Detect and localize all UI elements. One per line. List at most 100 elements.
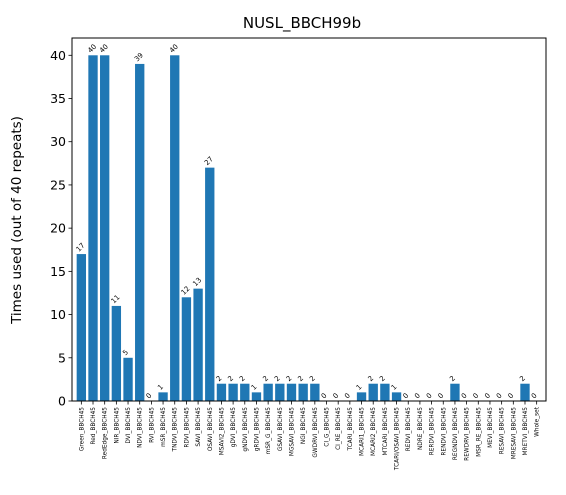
bar (158, 392, 168, 401)
data-label: 2 (285, 374, 294, 383)
x-tick-label: REDVI_BBCH45 (406, 407, 412, 452)
data-label: 2 (215, 374, 224, 383)
x-tick-label: RENDVI_BBCH45 (441, 407, 447, 456)
x-tick-label: TCARI_BBCH45 (348, 407, 354, 452)
plot-frame (71, 37, 547, 402)
data-label: 0 (343, 392, 352, 401)
x-tick-label: GSAVI_BBCH45 (278, 407, 284, 451)
bar (170, 55, 180, 401)
data-label: 0 (483, 392, 492, 401)
data-label: 2 (296, 374, 305, 383)
bar (205, 167, 215, 401)
data-label: 2 (226, 374, 235, 383)
x-tick-label: Whole_set (535, 406, 541, 437)
bar (111, 305, 122, 401)
data-label: 1 (156, 383, 165, 392)
data-label: 2 (308, 374, 317, 383)
data-label: 0 (530, 392, 539, 401)
data-label: 12 (180, 285, 192, 297)
x-tick-label: MCARI2_BBCH45 (371, 407, 377, 456)
bar (135, 63, 145, 402)
x-tick-label: NDVI_BBCH45 (138, 407, 144, 448)
data-label: 11 (110, 293, 122, 305)
data-label: 0 (413, 392, 422, 401)
y-tick-label: 30 (50, 134, 66, 149)
data-label: 1 (250, 383, 259, 392)
bar (275, 383, 285, 401)
data-label: 2 (448, 374, 457, 383)
bar (310, 383, 320, 401)
y-axis-label: Times used (out of 40 repeats) (9, 116, 25, 325)
bar (391, 392, 402, 401)
data-label: 0 (320, 392, 329, 401)
x-tick-label: MSAVI2_BBCH45 (219, 407, 225, 456)
data-label: 2 (238, 374, 247, 383)
data-label: 2 (366, 374, 375, 383)
data-label: 0 (507, 392, 516, 401)
data-label: 1 (355, 383, 364, 392)
y-tick-label: 35 (50, 91, 66, 106)
x-tick-label: gNDVI_BBCH45 (243, 407, 249, 452)
x-tick-label: SAVI_BBCH45 (196, 407, 202, 447)
bar (450, 383, 460, 401)
bar (286, 383, 297, 401)
x-tick-label: RVI_BBCH45 (149, 407, 155, 443)
y-tick-label: 5 (58, 350, 66, 365)
x-tick-label: Red_BBCH45 (91, 407, 97, 445)
x-tick-label: MEVI_BBCH45 (488, 407, 494, 448)
bar (228, 383, 238, 401)
data-label: 0 (425, 392, 434, 401)
bar (216, 383, 227, 401)
x-tick-label: GWDRVI_BBCH45 (313, 407, 319, 458)
data-label: 0 (495, 392, 504, 401)
x-tick-label: NDRE_BBCH45 (418, 407, 424, 450)
data-label: 40 (86, 43, 98, 55)
x-tick-label: gRDVI_BBCH45 (254, 407, 260, 452)
y-axis: 0 5 10 15 20 25 30 35 40 (50, 48, 72, 409)
x-tick-label: MCARI1_BBCH45 (360, 407, 366, 456)
bar (240, 383, 250, 401)
data-label: 0 (437, 392, 446, 401)
x-tick-label: NGI_BBCH45 (301, 407, 307, 444)
y-tick-label: 25 (50, 177, 66, 192)
x-tick-label: RDVI_BBCH45 (184, 407, 190, 448)
x-tick-label: REWDRVI_BBCH45 (465, 407, 471, 461)
x-tick-label: NIR_BBCH45 (114, 407, 120, 444)
bar (298, 383, 308, 401)
bar (123, 357, 133, 401)
data-label: 0 (460, 392, 469, 401)
data-label: 39 (133, 51, 145, 63)
data-label: 27 (203, 155, 215, 167)
x-tick-label: REGNDVI_BBCH45 (453, 407, 459, 460)
y-tick-label: 0 (58, 394, 66, 409)
bar (193, 288, 203, 401)
data-label: 0 (145, 392, 154, 401)
x-axis: Green_BBCH45 Red_BBCH45 RedEdge_BBCH45 NIR_… (79, 401, 541, 471)
x-tick-label: CI_RE_BBCH45 (336, 407, 342, 450)
bar (251, 392, 262, 401)
data-label: 0 (472, 392, 481, 401)
x-tick-label: MGSAVI_BBCH45 (289, 407, 295, 456)
x-tick-label: CI_G_BBCH45 (325, 407, 331, 447)
data-label: 40 (98, 43, 110, 55)
chart-title: NUSL_BBCH99b (243, 14, 361, 33)
data-label: 2 (261, 374, 270, 383)
x-tick-label: TCARI/OSAVI_BBCH45 (395, 407, 401, 471)
x-tick-label: MTCARI_BBCH45 (383, 407, 389, 456)
bar (263, 383, 273, 401)
y-tick-label: 10 (50, 307, 66, 322)
bar (520, 383, 530, 401)
bar (356, 392, 367, 401)
x-tick-label: gDVI_BBCH45 (231, 407, 237, 448)
data-label: 40 (168, 43, 180, 55)
data-label: 2 (378, 374, 387, 383)
data-label: 2 (273, 374, 282, 383)
x-tick-label: mSR_BBCH45 (161, 407, 167, 447)
data-label: 5 (121, 348, 130, 357)
x-tick-label: RESAVI_BBCH45 (500, 407, 506, 455)
bar (368, 383, 378, 401)
x-tick-label: TNDVI_BBCH45 (173, 407, 179, 453)
x-tick-label: RedEdge_BBCH45 (103, 407, 109, 459)
data-label: 17 (75, 242, 87, 254)
